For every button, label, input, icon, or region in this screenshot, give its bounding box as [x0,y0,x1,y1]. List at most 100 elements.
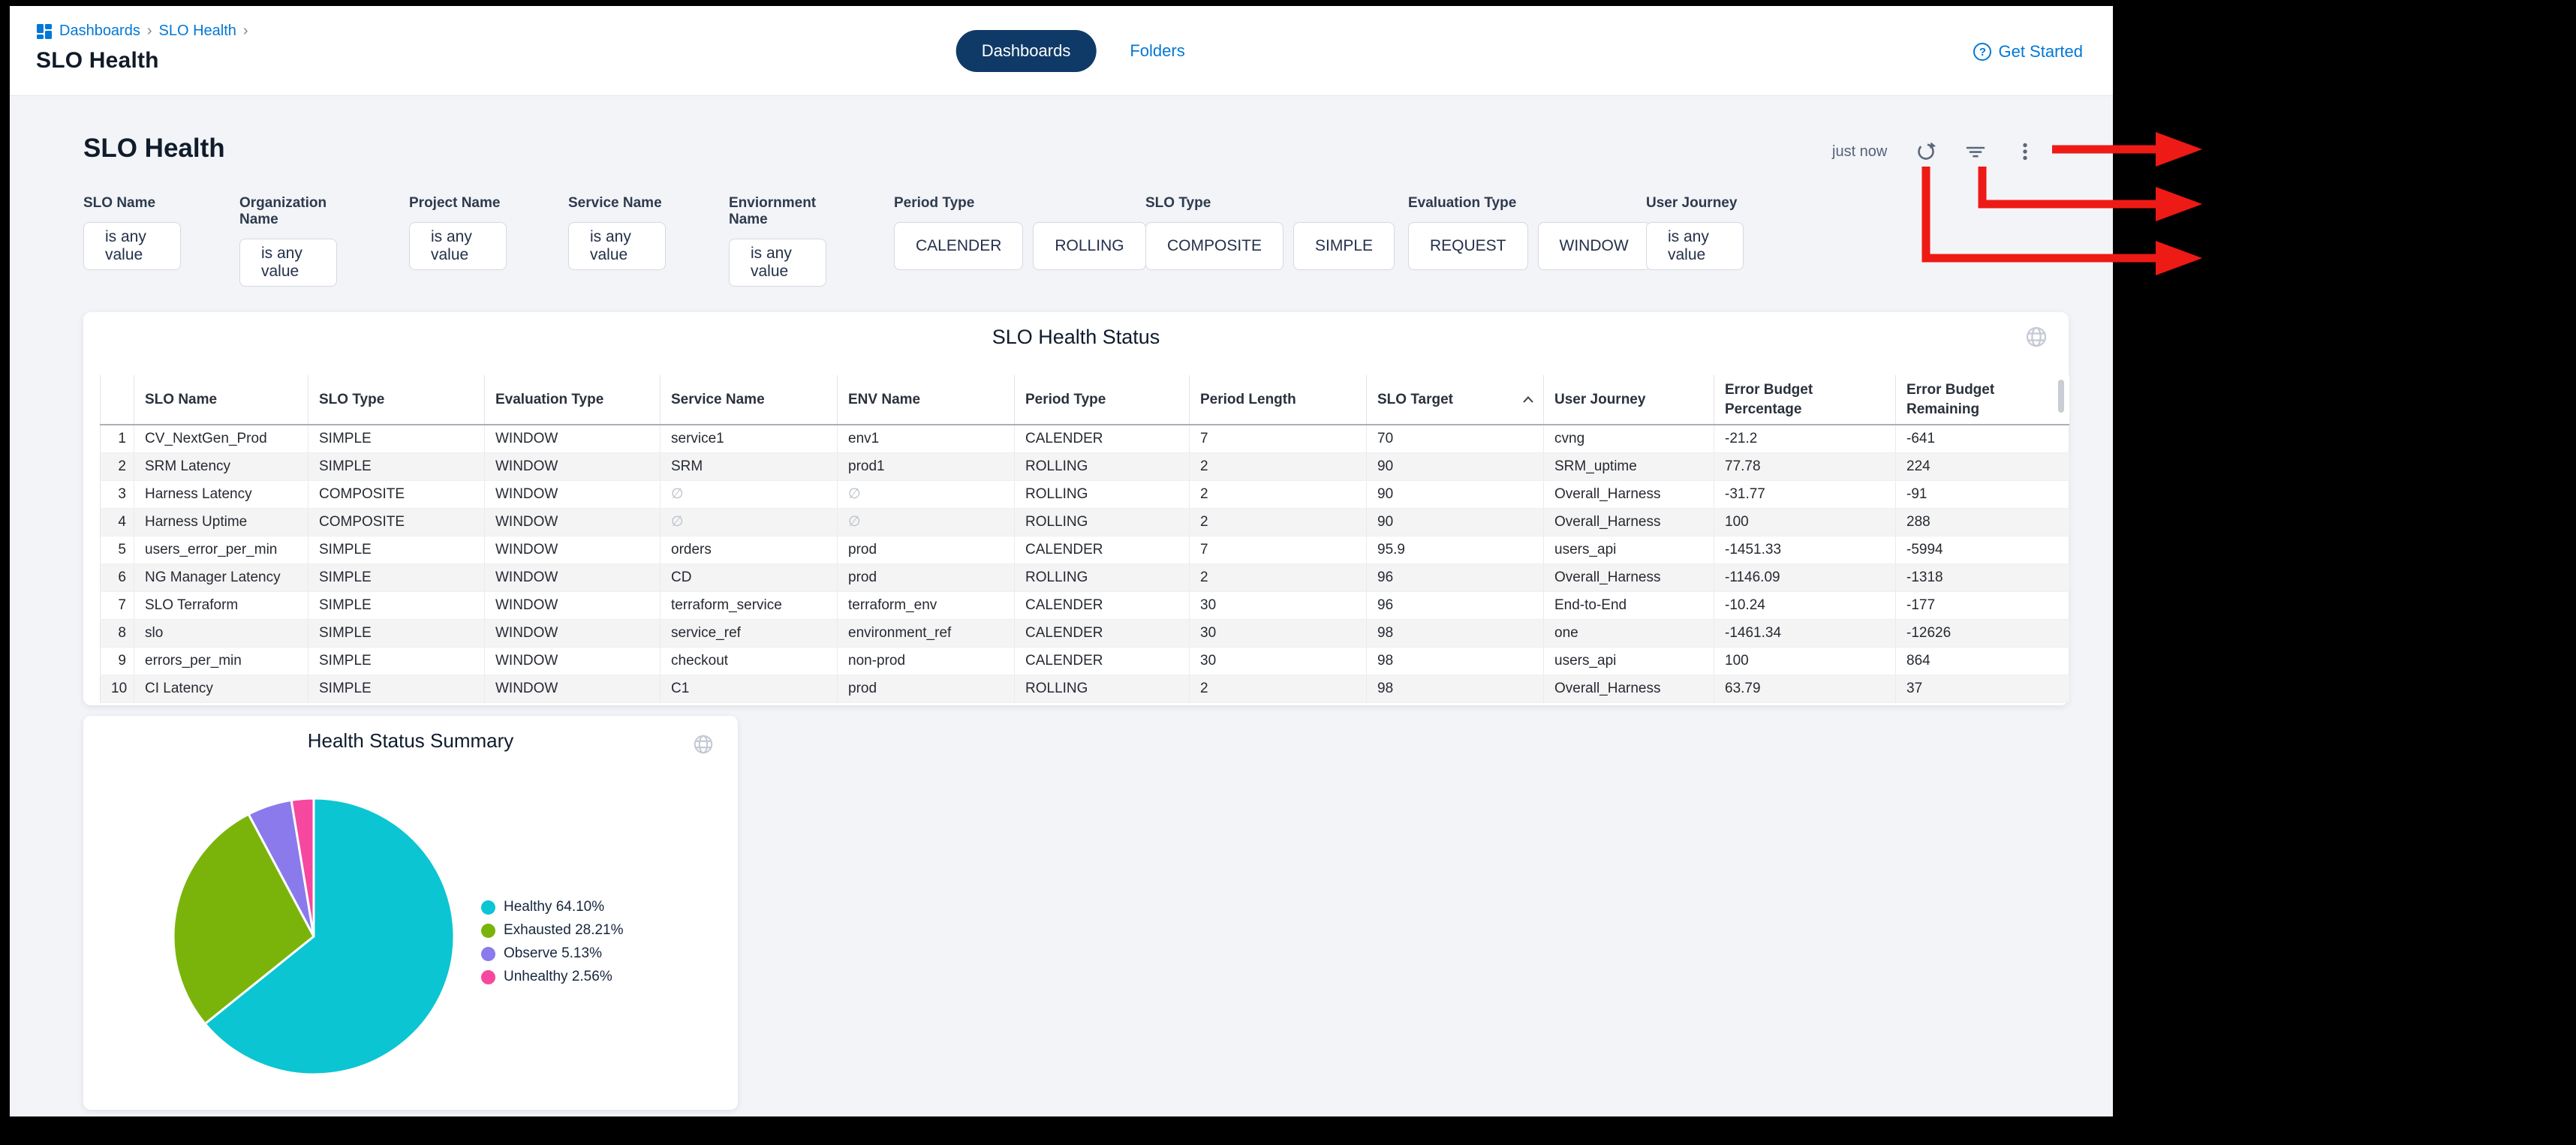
table-cell: users_api [1543,536,1714,564]
filter-label: Service Name [568,195,662,211]
dashboards-grid-icon [37,23,52,39]
column-header-error-budget-remaining[interactable]: Error Budget Remaining [1895,375,2069,425]
table-card-title: SLO Health Status [992,326,1160,348]
tab-dashboards[interactable]: Dashboards [955,30,1097,72]
filter-button-is-any-value[interactable]: is any value [568,222,666,270]
filter-button-request[interactable]: REQUEST [1408,222,1528,270]
filter-group-evaluation-type: Evaluation Type REQUEST WINDOW [1408,195,1651,270]
table-cell: 70 [1366,425,1544,453]
column-header-service-name[interactable]: Service Name [660,375,838,425]
table-cell: CV_NextGen_Prod [134,425,308,453]
dashboard-toolbar: just now [1832,141,2036,162]
table-cell: CALENDER [1014,536,1190,564]
table-cell: 30 [1189,647,1367,675]
get-started-button[interactable]: ? Get Started [1973,42,2083,62]
table-cell: ∅ [837,508,1015,536]
table-row: 7 SLO Terraform SIMPLE WINDOW terraform_serv… [100,591,2069,620]
legend-label: Observe 5.13% [504,945,602,961]
table-cell: Overall_Harness [1543,675,1714,703]
table-scrollbar-thumb[interactable] [2058,380,2064,413]
pie-card-title: Health Status Summary [307,729,514,752]
breadcrumb-separator: › [242,23,248,39]
column-header-slo-target[interactable]: SLO Target [1366,375,1544,425]
table-cell: COMPOSITE [308,480,485,509]
table-row: 5 users_error_per_min SIMPLE WINDOW orders pr… [100,536,2069,564]
legend-item-observe[interactable]: Observe 5.13% [481,945,624,962]
filter-group-project-name: Project Name is any value [409,195,507,270]
table-cell: SIMPLE [308,591,485,620]
table-cell: WINDOW [484,536,661,564]
column-header-period-length[interactable]: Period Length [1189,375,1367,425]
tab-folders[interactable]: Folders [1130,41,1185,60]
legend-item-unhealthy[interactable]: Unhealthy 2.56% [481,969,624,985]
table-cell: -1451.33 [1714,536,1896,564]
pie-slice-unhealthy[interactable] [290,797,315,938]
tab-group: Dashboards Folders [955,30,1185,72]
breadcrumb-slo-health-link[interactable]: SLO Health [158,23,236,39]
table-cell: errors_per_min [134,647,308,675]
filter-button-window[interactable]: WINDOW [1537,222,1651,270]
kebab-menu-icon[interactable] [2015,141,2036,162]
row-number-header [100,375,134,425]
column-header-env-name[interactable]: ENV Name [837,375,1015,425]
table-cell: 2 [1189,508,1367,536]
table-cell: 2 [1189,563,1367,592]
legend-dot [481,923,495,938]
table-cell: CD [660,563,838,592]
refresh-icon[interactable] [1915,141,1937,162]
column-header-error-budget-percentage[interactable]: Error Budget Percentage [1714,375,1896,425]
filter-button-is-any-value[interactable]: is any value [729,239,826,287]
globe-icon [694,735,713,754]
table-cell: ROLLING [1014,675,1190,703]
table-cell: ∅ [660,480,838,509]
legend-item-exhausted[interactable]: Exhausted 28.21% [481,922,624,939]
pie-slice-healthy[interactable] [203,797,456,1076]
filter-button-is-any-value[interactable]: is any value [239,239,337,287]
table-cell: SIMPLE [308,675,485,703]
table-cell: 98 [1366,619,1544,648]
filter-icon[interactable] [1965,141,1986,162]
filter-button-is-any-value[interactable]: is any value [83,222,181,270]
table-row: 1 CV_NextGen_Prod SIMPLE WINDOW service1 env1… [100,425,2069,453]
filter-button-simple[interactable]: SIMPLE [1293,222,1395,270]
table-cell: ROLLING [1014,480,1190,509]
legend-label: Unhealthy 2.56% [504,969,612,984]
table-cell: WINDOW [484,563,661,592]
column-header-slo-type[interactable]: SLO Type [308,375,485,425]
column-header-evaluation-type[interactable]: Evaluation Type [484,375,661,425]
table-cell: non-prod [837,647,1015,675]
table-cell: 864 [1895,647,2069,675]
column-header-period-type[interactable]: Period Type [1014,375,1190,425]
table-cell: SIMPLE [308,619,485,648]
row-number: 9 [100,647,134,675]
table-cell: 63.79 [1714,675,1896,703]
filter-button-composite[interactable]: COMPOSITE [1145,222,1284,270]
table-cell: ROLLING [1014,563,1190,592]
breadcrumb-dashboards-link[interactable]: Dashboards [59,23,140,39]
column-header-slo-name[interactable]: SLO Name [134,375,308,425]
table-cell: ROLLING [1014,508,1190,536]
row-number: 10 [100,675,134,703]
table-cell: one [1543,619,1714,648]
table-cell: Overall_Harness [1543,563,1714,592]
table-cell: users_api [1543,647,1714,675]
get-started-label: Get Started [1998,42,2083,61]
table-cell: WINDOW [484,591,661,620]
pie-slice-exhausted[interactable] [172,813,315,1025]
column-header-user-journey[interactable]: User Journey [1543,375,1714,425]
table-row: 4 Harness Uptime COMPOSITE WINDOW ∅ ∅ ROLLING 2… [100,508,2069,536]
table-cell: SIMPLE [308,563,485,592]
filter-button-calender[interactable]: CALENDER [894,222,1024,270]
breadcrumb-separator: › [146,23,152,39]
row-number: 6 [100,563,134,592]
table-cell: WINDOW [484,425,661,453]
filter-button-is-any-value[interactable]: is any value [409,222,507,270]
filter-button-rolling[interactable]: ROLLING [1033,222,1146,270]
table-cell: 96 [1366,591,1544,620]
legend-item-healthy[interactable]: Healthy 64.10% [481,899,624,915]
table-cell: -177 [1895,591,2069,620]
table-cell: WINDOW [484,619,661,648]
table-cell: 2 [1189,480,1367,509]
table-cell: SIMPLE [308,536,485,564]
filter-button-is-any-value[interactable]: is any value [1646,222,1744,270]
